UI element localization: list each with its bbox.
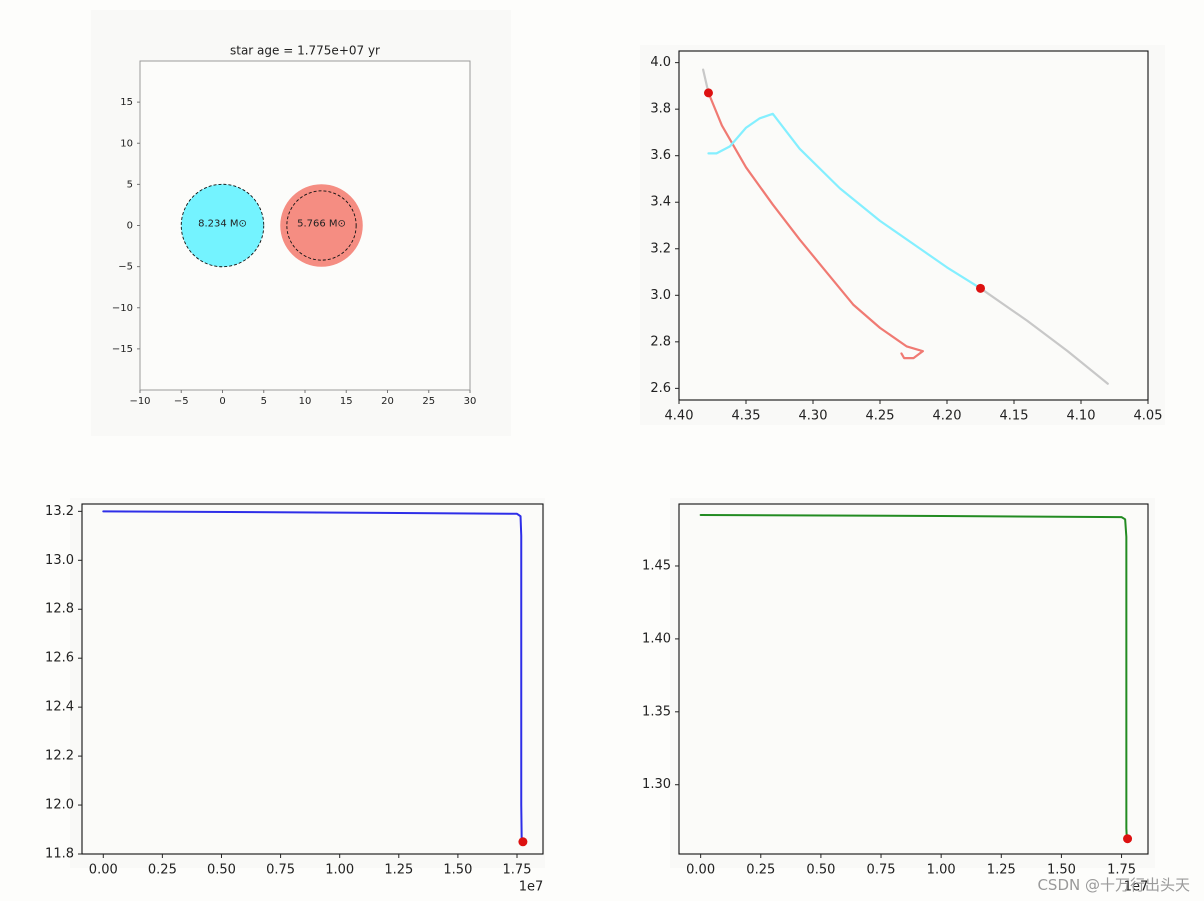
y-tick-label: 12.0 [45,798,74,813]
x-tick-label: −5 [174,396,189,407]
y-tick-label: 13.2 [45,504,74,519]
x-tick-label: 0.25 [148,863,177,878]
x-tick-label: 0.75 [867,863,896,878]
y-tick-label: 3.6 [650,148,671,163]
x-tick-label: 20 [381,396,394,407]
x-tick-label: 30 [464,396,477,407]
star-disk-1 [280,184,363,267]
series-line-1-2 [707,91,924,360]
x-tick-label: 5 [261,396,267,407]
y-tick-label: 3.2 [650,241,671,256]
roche-lobe-0 [180,183,265,268]
y-tick-label: 15 [120,97,133,108]
y-tick-label: 2.8 [650,334,671,349]
x-tick-label: 0.25 [746,863,775,878]
x-tick-label: 0.50 [207,863,236,878]
series-line-1-1 [979,287,1109,385]
x-tick-label: 10 [299,396,312,407]
x-tick-label: 4.20 [933,409,962,424]
x-tick-label: 0.00 [89,863,118,878]
data-marker-1-1 [976,283,985,293]
y-tick-label: −10 [112,303,133,314]
x-tick-label: 1.00 [325,863,354,878]
x-tick-label: 0.50 [806,863,835,878]
y-tick-label: 12.2 [45,749,74,764]
plot-frame [678,503,1149,855]
y-tick-label: 12.8 [45,602,74,617]
x-tick-label: 1.00 [927,863,956,878]
y-tick-label: 12.4 [45,700,74,715]
y-tick-label: 10 [120,138,133,149]
x-tick-label: 1.75 [1107,863,1136,878]
x-tick-label: 1.50 [443,863,472,878]
x-tick-label: 4.05 [1134,409,1163,424]
plot-frame [678,50,1149,401]
y-tick-label: 12.6 [45,651,74,666]
y-tick-label: 3.4 [650,195,671,210]
x-tick-label: 4.35 [732,409,761,424]
y-tick-label: 13.0 [45,553,74,568]
y-tick-label: 4.0 [650,55,671,70]
x-tick-label: 1.25 [987,863,1016,878]
data-marker-1-0 [703,88,713,98]
x-tick-label: −10 [129,396,150,407]
data-marker-3-0 [1123,834,1133,844]
x-tick-label: 0.75 [266,863,295,878]
data-marker-2-0 [518,837,528,847]
x-tick-label: 25 [422,396,435,407]
x-offset-label: 1e7 [519,880,544,895]
x-tick-label: 0.00 [686,863,715,878]
series-line-1-3 [707,112,982,290]
y-tick-label: 1.40 [642,631,671,646]
star-mass-label-0: 8.234 M⊙ [198,219,247,230]
chart-title: star age = 1.775e+07 yr [230,44,380,58]
x-tick-label: 4.25 [866,409,895,424]
series-line-2-0 [102,510,523,843]
plot-frame [81,503,544,855]
x-tick-label: 0 [219,396,225,407]
x-tick-label: 1.75 [503,863,532,878]
y-tick-label: 1.35 [642,704,671,719]
x-tick-label: 1.25 [384,863,413,878]
y-tick-label: −5 [118,262,133,273]
roche-lobe-1 [286,190,357,261]
y-tick-label: 3.0 [650,288,671,303]
x-tick-label: 1.50 [1047,863,1076,878]
x-tick-label: 4.40 [665,409,694,424]
y-tick-label: 11.8 [45,847,74,862]
x-tick-label: 4.30 [799,409,828,424]
x-tick-label: 4.10 [1067,409,1096,424]
x-tick-label: 15 [340,396,353,407]
x-tick-label: 4.15 [1000,409,1029,424]
y-tick-label: 1.45 [642,558,671,573]
y-tick-label: 5 [127,179,133,190]
y-tick-label: −15 [112,344,133,355]
star-disk-0 [181,184,264,267]
y-tick-label: 2.6 [650,381,671,396]
series-line-3-0 [699,513,1128,840]
x-offset-label: 1e7 [1124,880,1149,895]
y-tick-label: 3.8 [650,102,671,117]
watermark: CSDN @十万行出头天 [1037,876,1190,894]
y-tick-label: 1.30 [642,777,671,792]
y-tick-label: 0 [127,221,133,232]
star-mass-label-1: 5.766 M⊙ [297,219,346,230]
